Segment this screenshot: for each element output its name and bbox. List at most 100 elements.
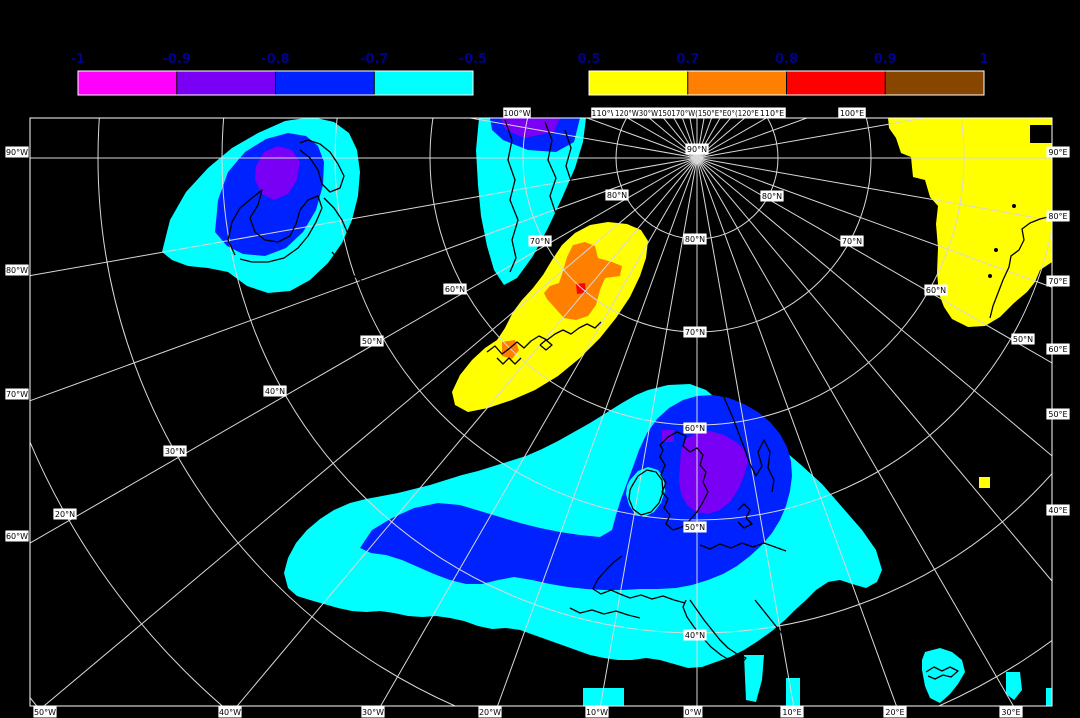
region-greenland-orange (544, 242, 622, 320)
colorbar-segment (176, 71, 276, 95)
grid-label-chip: 70°W (5, 388, 29, 400)
grid-label-bg (591, 107, 619, 119)
grid-label-chip: 80°W (5, 264, 29, 276)
meridian-line (467, 118, 698, 159)
grid-label-text: 30°E (1001, 708, 1020, 717)
grid-label-bg (218, 706, 242, 718)
grid-label-text: 50°N (1013, 335, 1033, 344)
grid-label-chip: 10°W (585, 706, 609, 718)
grid-label-text: 0°W (685, 708, 702, 717)
grid-label-bg (1046, 343, 1070, 355)
grid-label-text: 110°W (591, 109, 618, 118)
grid-label-chip: 20°N (53, 508, 77, 520)
grid-label-text: 20°E (885, 708, 904, 717)
grid-label-chip: 40°W (218, 706, 242, 718)
grid-label-bg (683, 629, 707, 641)
grid-label-text: 40°N (685, 631, 705, 640)
grid-label-chip: 50°N (683, 521, 707, 533)
grid-label-bg (1046, 146, 1070, 158)
parallel-circle-30N (97, 118, 1052, 706)
coastline-ellesmere-2 (544, 121, 557, 231)
region-arctic-cyan (476, 118, 586, 285)
coastline-north-sea-coast (699, 542, 787, 552)
meridian-line (30, 157, 698, 402)
coastline-baffin (299, 139, 345, 193)
grid-label-chip: 30°E (999, 706, 1023, 718)
grid-label-bg (53, 508, 77, 520)
grid-label-chip: 20°E (883, 706, 907, 718)
grid-label-bg (924, 284, 948, 296)
grid-label-chip: 70°N (528, 235, 552, 247)
grid-label-bg (840, 235, 864, 247)
grid-label-text: 40°N (265, 387, 285, 396)
grid-label-chip: 40°E (1046, 504, 1070, 516)
colorbar-border (588, 70, 985, 96)
coastline-norway (719, 387, 775, 493)
grid-label-bg (758, 107, 786, 119)
colorbar-tick-label: -0.5 (459, 52, 487, 67)
grid-label-bg (683, 706, 703, 718)
grid-label-bg (478, 706, 502, 718)
grid-label-chip: 60°N (924, 284, 948, 296)
colorbar-tick-label: 1 (979, 52, 988, 67)
meridian-line (30, 157, 698, 544)
grid-label-chip: 80°N (605, 189, 629, 201)
grid-label-bg (1046, 275, 1070, 287)
grid-label-chip: 60°N (443, 283, 467, 295)
coastline-ireland (628, 469, 664, 516)
meridian-line (30, 157, 698, 277)
coastline-ellesmere-1 (504, 119, 519, 273)
grid-label-text: 60°W (6, 532, 28, 541)
meridian-line (696, 157, 1052, 582)
coastline-italy (682, 599, 747, 665)
grid-label-text: 80°N (607, 191, 627, 200)
grid-label-text: 20°N (55, 510, 75, 519)
grid-label-text: 70°N (842, 237, 862, 246)
grid-label-bg (780, 706, 804, 718)
grid-label-chip: 40°N (263, 385, 287, 397)
meridian-line (380, 157, 698, 706)
region-small-yellow-patch (979, 477, 990, 488)
negative-colorbar: -1 -0.9 -0.8 -0.7 -0.5 (71, 52, 487, 96)
coastline-iberia-coast (569, 607, 641, 619)
grid-label-text: 80°W (6, 266, 28, 275)
meridian-line (696, 157, 795, 706)
grid-label-bg (33, 706, 57, 718)
meridian-line (236, 157, 698, 706)
grid-label-bg (683, 422, 707, 434)
colorbar-tick-label: -0.7 (360, 52, 388, 67)
grid-label-bg (1046, 210, 1070, 222)
region-canada-purple (255, 146, 300, 200)
grid-label-text: 70°N (530, 237, 550, 246)
grid-label-text: 50°N (362, 337, 382, 346)
meridian-line (696, 157, 1052, 364)
colorbar-tick-label: 0.7 (676, 52, 699, 67)
grid-label-chip: 80°E (1046, 210, 1070, 222)
region-europe-purple (679, 431, 748, 514)
meridian-line (696, 157, 897, 706)
grid-label-text: 100°E (840, 109, 864, 118)
colorbar-segment (374, 71, 473, 95)
grid-label-bg (838, 107, 866, 119)
colorbar-tick-label: -0.9 (163, 52, 191, 67)
grid-label-bg (613, 107, 761, 119)
grid-label-text: 80°N (685, 235, 705, 244)
grid-label-bg (683, 233, 707, 245)
grid-label-bg (1046, 408, 1070, 420)
grid-label-chip: 50°E (1046, 408, 1070, 420)
grid-label-bg (528, 235, 552, 247)
grid-label-text: 50°W (34, 708, 56, 717)
coastline-denmark (737, 503, 753, 529)
grid-label-bg (263, 385, 287, 397)
grid-label-text: 80°N (762, 192, 782, 201)
grid-label-text: 50°E (1048, 410, 1067, 419)
colorbar-segment (687, 71, 787, 95)
parallel-circle-50N (334, 118, 1052, 521)
grid-label-bg (360, 335, 384, 347)
island-dot (994, 248, 998, 252)
region-siberia-yellow (888, 118, 1052, 327)
colorbar-border (77, 70, 474, 96)
grid-label-chip: 70°N (840, 235, 864, 247)
coastline-greenland-coast (486, 321, 602, 355)
